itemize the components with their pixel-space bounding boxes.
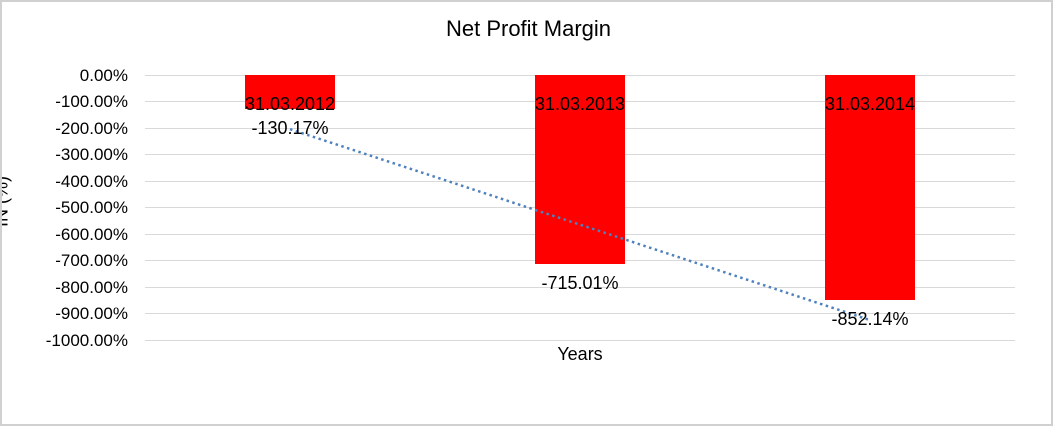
y-axis-tick-label: -900.00% xyxy=(55,304,128,324)
y-axis-tick-label: -800.00% xyxy=(55,277,128,297)
gridline xyxy=(145,286,1015,288)
y-axis-tick-label: -700.00% xyxy=(55,251,128,271)
gridline xyxy=(145,339,1015,341)
data-label: -130.17% xyxy=(251,118,329,139)
category-label: 31.03.2014 xyxy=(824,94,916,114)
data-label: -852.14% xyxy=(831,309,909,330)
bar xyxy=(245,75,335,110)
y-axis-tick-label: -200.00% xyxy=(55,118,128,138)
y-axis-tick-label: -400.00% xyxy=(55,171,128,191)
category-label: 31.03.2013 xyxy=(534,94,626,114)
y-axis-tick-label: -600.00% xyxy=(55,224,128,244)
category-label: 31.03.2012 xyxy=(244,94,336,114)
y-axis-tick-label: -1000.00% xyxy=(45,330,128,350)
bar xyxy=(825,75,915,301)
y-axis-tick-label: -500.00% xyxy=(55,198,128,218)
chart-title: Net Profit Margin xyxy=(445,16,612,41)
y-axis-tick-label: -100.00% xyxy=(55,92,128,112)
data-label: -715.01% xyxy=(541,273,619,294)
y-axis-tick-label: 0.00% xyxy=(79,66,128,85)
x-axis-title: Years xyxy=(557,344,603,364)
gridline xyxy=(145,313,1015,315)
bar xyxy=(535,75,625,265)
y-axis-tick-label: -300.00% xyxy=(55,145,128,165)
